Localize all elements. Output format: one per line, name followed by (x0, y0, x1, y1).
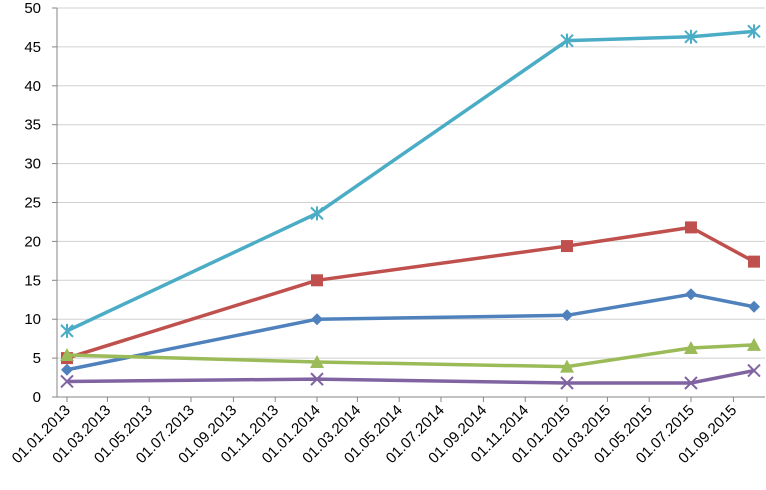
y-tick-label: 10 (24, 311, 41, 328)
marker (747, 300, 760, 313)
marker (311, 313, 323, 326)
marker (310, 206, 324, 221)
marker (746, 337, 761, 351)
y-tick-label: 30 (24, 156, 41, 173)
marker (310, 372, 324, 386)
marker (60, 347, 74, 361)
y-tick-label: 25 (24, 195, 41, 212)
series-line (66, 29, 755, 333)
marker (561, 309, 573, 322)
y-tick-label: 0 (33, 389, 41, 406)
y-tick-label: 45 (24, 39, 41, 56)
y-tick-label: 20 (24, 233, 41, 250)
marker (684, 29, 698, 44)
marker (560, 376, 574, 390)
y-tick-label: 5 (33, 350, 41, 367)
marker (683, 340, 698, 354)
y-tick-label: 40 (24, 78, 41, 95)
marker (747, 363, 761, 378)
series-line (66, 225, 755, 360)
marker (560, 359, 574, 373)
y-tick-label: 35 (24, 117, 41, 134)
marker (684, 288, 697, 301)
marker (310, 354, 324, 368)
marker (684, 376, 698, 390)
marker (747, 24, 761, 39)
marker (747, 255, 760, 268)
marker (561, 240, 573, 253)
marker (560, 33, 574, 48)
marker (311, 274, 323, 287)
marker (684, 221, 697, 234)
y-tick-label: 50 (24, 0, 41, 17)
marker (60, 323, 74, 338)
y-tick-label: 15 (24, 272, 41, 289)
marker (61, 363, 73, 376)
series-line (66, 368, 755, 385)
marker (60, 374, 74, 389)
